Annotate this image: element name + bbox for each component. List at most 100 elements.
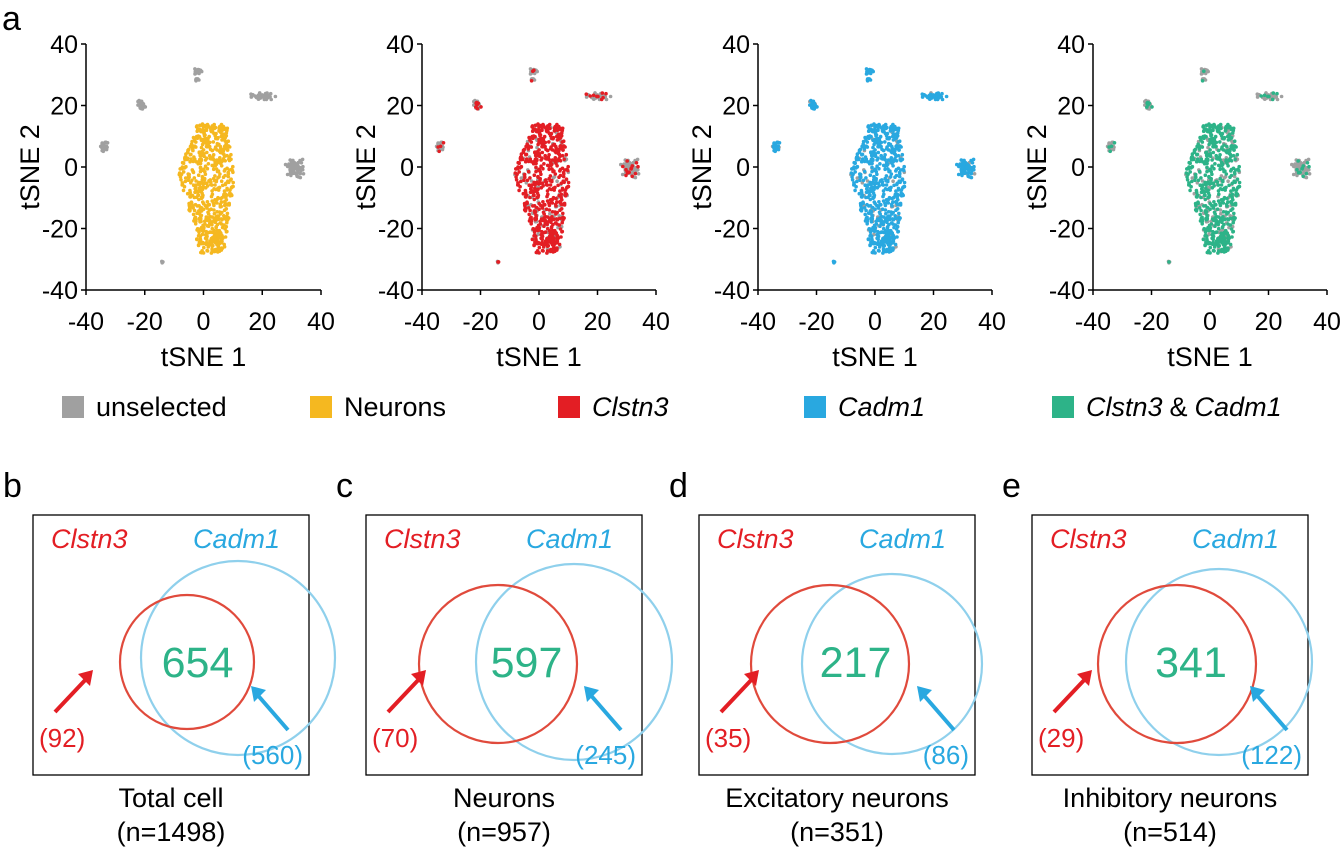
data-point (545, 129, 549, 134)
data-point (1196, 142, 1200, 146)
data-point (199, 138, 204, 143)
data-point (871, 157, 875, 162)
data-point (190, 178, 194, 183)
data-point (899, 188, 904, 192)
data-point (897, 218, 901, 222)
data-point (1229, 136, 1234, 140)
data-point (474, 105, 478, 109)
data-point (437, 149, 442, 154)
data-point (920, 95, 925, 99)
arrow-cadm1-head (251, 686, 266, 702)
data-point (476, 101, 480, 106)
data-point (1216, 251, 1220, 255)
data-point (1190, 155, 1195, 159)
data-point (962, 171, 966, 175)
data-point (223, 159, 227, 163)
data-point (215, 136, 220, 141)
data-point (771, 144, 776, 148)
venn-label-clstn3: Clstn3 (717, 524, 794, 554)
data-point (188, 152, 193, 157)
data-point (881, 236, 885, 241)
data-point (181, 188, 186, 193)
data-point (199, 154, 203, 158)
data-point (876, 229, 880, 234)
data-point (1112, 141, 1117, 145)
data-point (194, 77, 198, 82)
data-point (209, 194, 214, 199)
data-point (540, 229, 544, 234)
data-point (878, 224, 882, 228)
data-point (205, 218, 210, 223)
data-point (218, 212, 223, 216)
data-point (1190, 165, 1194, 169)
data-point (1203, 204, 1208, 208)
data-point (559, 195, 563, 200)
data-point (560, 186, 565, 191)
data-point (440, 147, 445, 152)
data-point (883, 208, 888, 212)
x-tick-label: -20 (127, 308, 163, 336)
venn-only-cadm1: (86) (923, 740, 969, 770)
x-tick-label: -20 (798, 308, 834, 336)
data-point (186, 178, 191, 182)
data-point (209, 236, 214, 241)
data-point (195, 237, 199, 242)
data-point (546, 126, 551, 131)
data-point (1185, 178, 1190, 182)
data-point (878, 243, 882, 247)
data-point (219, 179, 224, 183)
data-point (1206, 145, 1210, 150)
data-point (561, 211, 565, 216)
data-point (878, 145, 883, 149)
y-axis-label: tSNE 2 (1022, 124, 1052, 210)
data-point (876, 248, 881, 253)
data-point (1225, 161, 1229, 165)
data-point (633, 171, 638, 176)
data-point (884, 174, 889, 178)
data-point (1216, 183, 1221, 187)
data-point (557, 147, 562, 151)
data-point (889, 172, 894, 176)
data-point (858, 178, 862, 182)
venn-circle-cadm1 (139, 559, 337, 757)
data-point (876, 237, 880, 241)
data-point (1218, 167, 1222, 172)
data-point (522, 172, 527, 177)
data-point (882, 243, 887, 248)
data-point (531, 227, 535, 231)
tsne-plot-clstn3-cadm1: 40 20 0 -20 -40 -40 -20 0 20 40 tSNE 1 tSNE 2 (1022, 31, 1341, 372)
data-point (525, 201, 529, 205)
data-point (216, 188, 221, 192)
data-point (604, 91, 608, 96)
data-point (1235, 177, 1240, 181)
data-point (876, 150, 881, 155)
data-point (1237, 168, 1241, 173)
data-point (1207, 223, 1212, 228)
data-point (1204, 216, 1208, 221)
data-point (187, 147, 191, 152)
data-point (215, 158, 219, 162)
data-point (541, 200, 545, 204)
data-point (894, 182, 899, 187)
venn-caption: Neurons (453, 783, 555, 813)
panel-letter: d (669, 467, 688, 505)
data-point (249, 95, 254, 99)
data-point (1301, 174, 1305, 179)
data-point (1209, 181, 1213, 186)
data-point (566, 164, 570, 169)
data-point (1205, 165, 1209, 170)
data-point (1205, 154, 1210, 158)
data-point (1210, 172, 1214, 177)
data-point (103, 140, 108, 145)
data-point (193, 202, 198, 207)
y-tick-label: 0 (736, 154, 750, 182)
data-point (204, 237, 209, 241)
data-point (893, 175, 897, 179)
data-point (636, 172, 641, 176)
data-point (1224, 124, 1228, 129)
venn-only-clstn3: (92) (39, 723, 85, 753)
data-point (873, 251, 877, 255)
data-point (884, 198, 889, 202)
data-point (1206, 157, 1210, 162)
data-point (532, 180, 536, 185)
